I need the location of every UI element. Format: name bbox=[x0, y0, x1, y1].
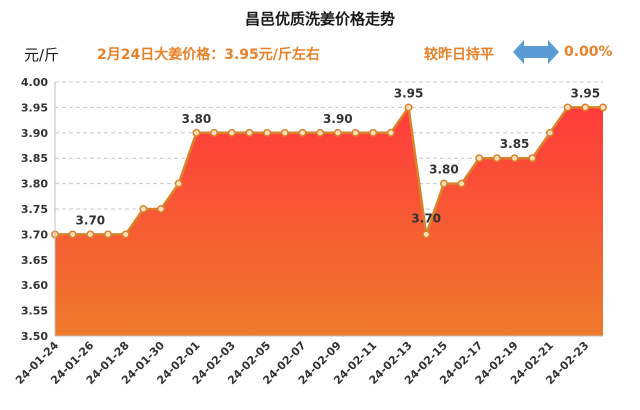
data-point bbox=[439, 179, 448, 188]
data-label: 3.80 bbox=[182, 112, 212, 126]
compare-value: 0.00% bbox=[564, 44, 613, 60]
chart-title: 昌邑优质洗姜价格走势 bbox=[244, 10, 395, 28]
y-tick-label: 3.95 bbox=[21, 101, 48, 114]
data-markers bbox=[51, 103, 607, 239]
data-point bbox=[68, 230, 77, 239]
data-point bbox=[245, 128, 254, 137]
data-point bbox=[227, 128, 236, 137]
data-label: 3.95 bbox=[394, 86, 424, 100]
data-label: 3.90 bbox=[323, 112, 353, 126]
data-label: 3.70 bbox=[76, 213, 106, 227]
data-point bbox=[457, 179, 466, 188]
data-point bbox=[404, 103, 413, 112]
y-tick-label: 3.55 bbox=[21, 305, 48, 318]
area-path bbox=[55, 107, 603, 337]
data-point bbox=[86, 230, 95, 239]
data-point bbox=[333, 128, 342, 137]
data-point bbox=[351, 128, 360, 137]
data-point bbox=[157, 205, 166, 213]
data-point bbox=[104, 230, 112, 239]
current-price-text: 2月24日大姜价格：3.95元/斤左右 bbox=[97, 47, 320, 63]
data-label: 3.85 bbox=[500, 137, 530, 151]
data-point bbox=[174, 179, 183, 188]
data-label: 3.80 bbox=[429, 163, 459, 177]
compare-label: 较昨日持平 bbox=[424, 47, 494, 63]
data-point bbox=[581, 103, 590, 112]
data-point bbox=[546, 128, 554, 137]
double-arrow-icon bbox=[513, 40, 559, 64]
data-point bbox=[139, 205, 148, 213]
y-tick-label: 4.00 bbox=[21, 76, 48, 89]
y-tick-label: 3.70 bbox=[21, 228, 48, 241]
data-point bbox=[510, 154, 519, 163]
y-tick-label: 3.65 bbox=[21, 254, 48, 267]
x-axis: 24-01-2424-01-2624-01-2824-01-3024-02-01… bbox=[13, 339, 591, 387]
data-point bbox=[280, 128, 289, 137]
y-tick-label: 3.75 bbox=[21, 203, 48, 216]
data-labels: 3.70 3.80 3.90 3.95 3.70 3.80 3.85 3.95 bbox=[76, 86, 601, 227]
data-point bbox=[192, 128, 201, 137]
y-tick-label: 3.85 bbox=[21, 152, 48, 165]
data-point bbox=[121, 230, 130, 239]
y-tick-label: 3.50 bbox=[21, 330, 48, 343]
data-point bbox=[298, 128, 307, 137]
data-point bbox=[422, 230, 431, 239]
y-tick-label: 3.60 bbox=[21, 279, 48, 292]
y-axis: 3.50 3.55 3.60 3.65 3.70 3.75 3.80 3.85 3.90 3.95… bbox=[21, 76, 603, 343]
data-label: 3.95 bbox=[571, 86, 601, 100]
data-point bbox=[369, 128, 378, 137]
data-point bbox=[263, 128, 272, 137]
data-point bbox=[316, 128, 325, 137]
data-point bbox=[492, 154, 501, 163]
data-point bbox=[386, 128, 395, 137]
data-point bbox=[528, 154, 537, 163]
data-point bbox=[210, 128, 219, 137]
y-tick-label: 3.90 bbox=[21, 127, 48, 140]
data-point bbox=[475, 154, 484, 163]
data-point bbox=[563, 103, 572, 112]
y-tick-label: 3.80 bbox=[21, 178, 48, 191]
data-label: 3.70 bbox=[411, 211, 441, 225]
unit-label: 元/斤 bbox=[24, 46, 60, 64]
data-point bbox=[599, 103, 607, 112]
area-fill bbox=[55, 107, 603, 337]
